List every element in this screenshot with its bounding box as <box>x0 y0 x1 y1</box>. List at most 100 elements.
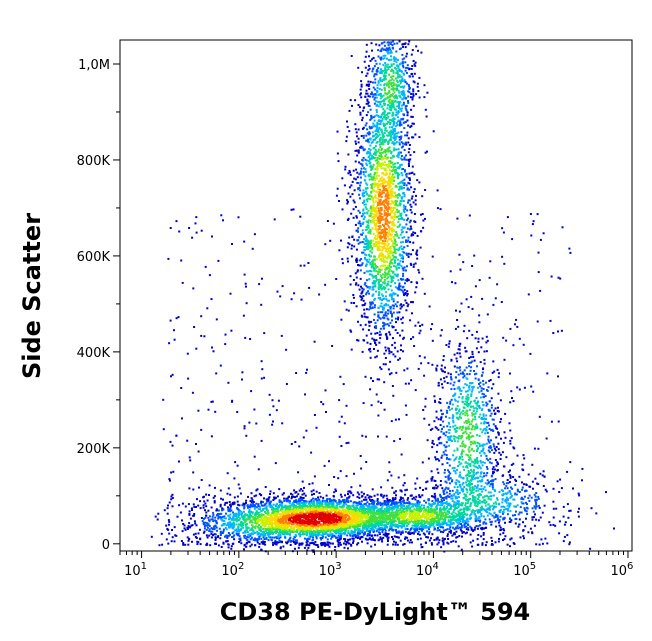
event-dot-1456 <box>331 515 334 518</box>
event-dot-3557 <box>509 510 512 513</box>
event-dot-3615 <box>376 512 379 514</box>
event-dot-218 <box>413 508 416 511</box>
event-dot-2781 <box>384 503 387 506</box>
event-dot-3343 <box>434 516 436 519</box>
event-dot-3786 <box>294 536 296 539</box>
event-dot-4432 <box>275 531 278 534</box>
event-dot-442 <box>222 528 225 531</box>
event-dot-4302 <box>274 523 277 526</box>
event-dot-3530 <box>391 509 394 512</box>
event-dot-369 <box>321 503 324 506</box>
event-dot-2656 <box>369 527 372 530</box>
event-dot-4167 <box>324 544 327 547</box>
event-dot-3655 <box>401 523 404 526</box>
event-dot-3103 <box>446 506 449 508</box>
event-dot-3348 <box>440 523 443 526</box>
event-dot-3372 <box>403 543 406 545</box>
event-dot-1024 <box>356 515 358 518</box>
event-dot-3124 <box>410 505 413 508</box>
event-dot-4802 <box>392 235 395 238</box>
event-dot-1682 <box>283 517 286 520</box>
event-dot-903 <box>301 519 304 522</box>
event-dot-2329 <box>229 493 232 496</box>
event-dot-3720 <box>250 505 253 507</box>
event-dot-3113 <box>369 524 372 527</box>
event-dot-464 <box>195 506 197 508</box>
event-dot-2301 <box>387 503 390 506</box>
event-dot-3890 <box>314 518 317 521</box>
event-dot-2420 <box>306 540 309 543</box>
event-dot-2231 <box>350 530 353 533</box>
event-dot-2130 <box>301 526 304 529</box>
event-dot-4637 <box>396 350 399 353</box>
event-dot-4012 <box>275 517 278 520</box>
event-dot-4255 <box>312 513 315 516</box>
event-dot-4728 <box>357 242 360 245</box>
event-dot-4344 <box>258 536 261 539</box>
event-dot-4257 <box>157 512 160 515</box>
event-dot-4877 <box>369 164 372 167</box>
event-dot-2905 <box>396 510 399 513</box>
event-dot-3421 <box>418 514 421 517</box>
event-dot-3883 <box>277 528 280 531</box>
event-dot-4948 <box>411 312 413 315</box>
event-dot-1732 <box>350 510 353 513</box>
event-dot-2652 <box>410 494 413 497</box>
event-dot-1419 <box>346 534 349 537</box>
event-dot-4460 <box>252 504 255 507</box>
event-dot-961 <box>336 536 339 539</box>
event-dot-3702 <box>281 506 284 509</box>
event-dot-2883 <box>435 506 438 508</box>
event-dot-4395 <box>193 520 196 523</box>
event-dot-4830 <box>347 192 350 195</box>
event-dot-2488 <box>309 503 311 506</box>
event-dot-2950 <box>452 505 455 508</box>
event-dot-4485 <box>351 104 353 107</box>
event-dot-2096 <box>329 511 332 514</box>
event-dot-4133 <box>262 522 265 525</box>
event-dot-3266 <box>463 526 466 529</box>
event-dot-4574 <box>336 152 339 155</box>
event-dot-4756 <box>383 132 386 134</box>
event-dot-1042 <box>282 533 284 536</box>
event-dot-1192 <box>272 492 275 495</box>
event-dot-4121 <box>355 525 358 528</box>
event-dot-3629 <box>416 520 419 523</box>
event-dot-3286 <box>413 520 416 523</box>
event-dot-3524 <box>463 513 466 515</box>
event-dot-460 <box>273 536 276 539</box>
event-dot-2257 <box>290 526 293 529</box>
event-dot-3478 <box>411 509 414 512</box>
event-dot-2281 <box>352 537 355 540</box>
event-dot-2859 <box>460 524 463 527</box>
event-dot-4301 <box>293 512 296 514</box>
event-dot-2091 <box>317 522 320 524</box>
event-dot-3378 <box>464 502 467 505</box>
event-dot-1437 <box>316 499 319 502</box>
event-dot-4482 <box>361 251 364 254</box>
event-dot-4989 <box>396 275 399 278</box>
event-dot-4648 <box>413 188 416 191</box>
event-dot-2551 <box>309 530 312 532</box>
event-dot-2193 <box>279 503 282 506</box>
event-dot-3429 <box>384 525 387 528</box>
event-dot-2342 <box>307 509 310 512</box>
event-dot-2080 <box>276 530 278 533</box>
event-dot-467 <box>370 495 373 498</box>
event-dot-307 <box>333 491 336 494</box>
event-dot-4600 <box>402 260 404 263</box>
event-dot-779 <box>340 500 343 503</box>
event-dot-4387 <box>254 525 257 528</box>
event-dot-2245 <box>296 519 299 521</box>
event-dot-2799 <box>364 524 367 527</box>
event-dot-1666 <box>306 528 309 531</box>
event-dot-2881 <box>451 534 454 537</box>
event-dot-955 <box>235 512 238 515</box>
event-dot-885 <box>422 528 425 530</box>
event-dot-3381 <box>411 515 414 518</box>
event-dot-1286 <box>354 508 357 511</box>
event-dot-2254 <box>316 507 319 510</box>
event-dot-4947 <box>373 348 375 350</box>
event-dot-4762 <box>391 254 394 257</box>
event-dot-4377 <box>278 526 280 529</box>
